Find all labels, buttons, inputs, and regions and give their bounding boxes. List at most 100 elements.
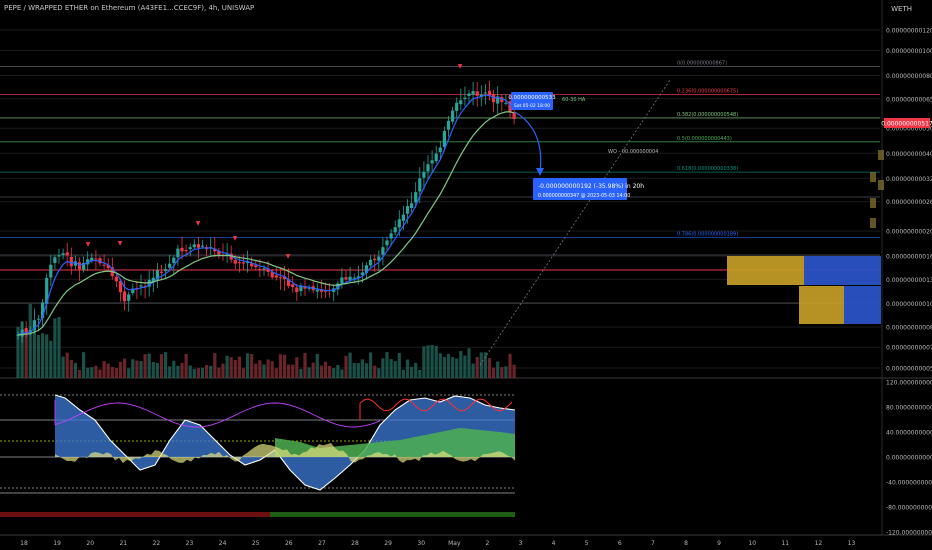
volume-bar [328, 365, 332, 378]
volume-bar [446, 353, 451, 378]
volume-bar [487, 358, 492, 378]
volume-bar [237, 356, 241, 378]
volume-bar [287, 364, 291, 378]
candle-body [45, 277, 49, 305]
candle-body [340, 277, 344, 284]
volume-bar [405, 359, 410, 378]
candle-body [291, 284, 295, 288]
candle-body [32, 320, 36, 330]
volume-bar [373, 365, 377, 378]
range-boxes [727, 150, 884, 324]
volume-bar [483, 352, 487, 378]
time-tick-label: 2 [485, 540, 489, 547]
time-tick-label: May [448, 540, 461, 547]
gold-box [727, 256, 804, 285]
signal-marker: ▼ [86, 241, 91, 248]
volume-bar [430, 344, 434, 378]
volume-bar [282, 354, 287, 378]
volume-bar [410, 366, 414, 378]
volume-bar [364, 363, 369, 378]
volume-bar [397, 352, 401, 378]
candle-body [90, 257, 94, 261]
volume-bar [127, 368, 131, 378]
volume-bar [20, 321, 24, 378]
annotations[interactable]: 0.000000000517 0.000000000533 Sat 05-02 18… [86, 63, 932, 260]
candle-body [381, 247, 385, 255]
volume-bar [340, 369, 344, 378]
volume-bar [205, 364, 209, 378]
candle-body [176, 248, 180, 258]
candle-body [192, 244, 196, 248]
fib-retracement[interactable]: 0(0.000000000867) 0.236(0.000000000675) 0.… [0, 60, 880, 304]
signal-marker: ▼ [233, 235, 238, 242]
volume-bar [123, 358, 127, 378]
time-tick-label: 18 [20, 540, 28, 547]
candle-body [438, 147, 442, 153]
candle-body [131, 288, 135, 294]
volume-bar [32, 325, 36, 378]
ema-slow-line [17, 111, 515, 336]
candle-body [455, 102, 459, 111]
candle-body [344, 277, 348, 280]
candle-body [307, 287, 311, 289]
time-tick-label: 27 [318, 540, 326, 547]
volume-bar [500, 367, 504, 378]
volume-bar [118, 361, 123, 378]
volume-bar [278, 354, 282, 378]
candle-body [241, 262, 246, 264]
volume-bar [307, 367, 311, 378]
volume-bar [209, 365, 213, 378]
blue-box [804, 256, 881, 285]
volume-bar [492, 367, 496, 378]
oscillator-tick-label: 40.000000000000 [886, 430, 932, 437]
candle-body [41, 302, 45, 319]
candle-body [373, 258, 377, 261]
price-tick-label: 0.000000000130000 [886, 277, 932, 284]
candle-body [364, 265, 369, 273]
signal-marker: ▼ [196, 220, 201, 227]
volume-bar [139, 361, 143, 378]
volume-bar [49, 340, 53, 378]
volume-bar [221, 363, 225, 378]
volume-bar [303, 353, 307, 378]
candle-body [471, 91, 475, 95]
volume-bar [94, 365, 98, 378]
currency-label: WETH [891, 5, 912, 13]
candle-body [446, 120, 451, 130]
volume-bar [73, 362, 77, 378]
wo-label: WO - 00.000000004 [608, 149, 658, 155]
candle-body [213, 248, 217, 252]
candle-body [274, 275, 278, 278]
candle-body [114, 276, 118, 282]
candle-body [266, 268, 270, 272]
volume-bar [344, 355, 348, 378]
time-tick-label: 30 [417, 540, 425, 547]
volume-bar [356, 363, 360, 378]
time-tick-label: 24 [219, 540, 227, 547]
volume-bar [455, 358, 459, 378]
candle-body [356, 276, 360, 279]
blue-box [844, 286, 881, 324]
volume-bar [57, 316, 61, 378]
candle-body [94, 258, 98, 260]
price-tick-label: 0.000000000059000 [886, 366, 932, 373]
candle-body [459, 100, 463, 105]
volume-bar [385, 352, 389, 378]
candle-body [98, 258, 102, 264]
volume-bar [41, 333, 45, 378]
volume-bar [233, 359, 237, 378]
volume-bar [496, 361, 500, 378]
candle-body [315, 289, 319, 292]
price-tick-label: 0.000000000500000 [886, 126, 932, 133]
volume-bar [393, 361, 397, 378]
time-tick-label: 26 [285, 540, 293, 547]
volume-bar [192, 368, 196, 378]
volume-bar [438, 353, 442, 378]
volume-bar [246, 353, 250, 378]
time-tick-label: 8 [684, 540, 688, 547]
fib-level-label: 0.786(0.000000000189) [677, 231, 738, 237]
time-tick-label: 22 [153, 540, 161, 547]
trendline[interactable] [479, 79, 671, 366]
